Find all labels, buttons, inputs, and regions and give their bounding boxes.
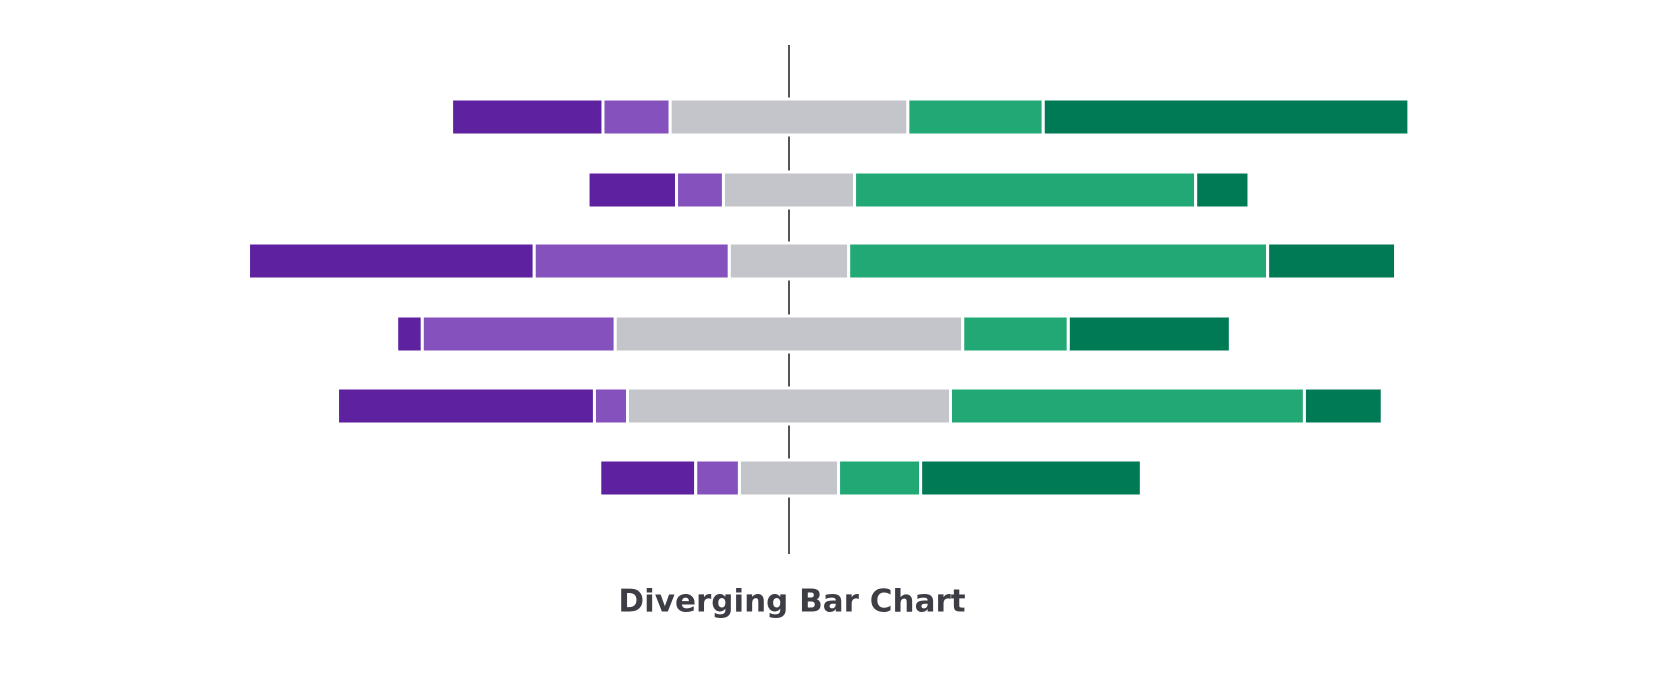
bar-segment [336,386,596,426]
bar-segment [727,241,851,281]
bar-segment [1066,314,1232,354]
bar-segment [721,170,857,210]
bar-segment [626,386,952,426]
bar-segment [532,241,731,281]
bar-segment [675,170,725,210]
bar-segment [601,97,672,137]
chart-title: Diverging Bar Chart [618,584,965,620]
bar-segment [1041,97,1411,137]
bar-segment [694,458,741,498]
bar-segment [1266,241,1398,281]
bar-segment [948,386,1306,426]
bar-segment [420,314,617,354]
bar-segment [847,241,1270,281]
bar-segment [586,170,679,210]
bar-segment [837,458,923,498]
bar-segment [737,458,841,498]
bar-segment [1194,170,1251,210]
bar-segment [853,170,1198,210]
bar-segment [919,458,1143,498]
bar-segment [598,458,698,498]
bars [247,97,1411,498]
bar-segment [906,97,1045,137]
bar-segment [450,97,605,137]
bar-segment [592,386,630,426]
bar-segment [961,314,1070,354]
bar-segment [247,241,536,281]
bar-segment [668,97,910,137]
bar-segment [395,314,424,354]
bar-segment [1302,386,1384,426]
bar-segment [613,314,965,354]
